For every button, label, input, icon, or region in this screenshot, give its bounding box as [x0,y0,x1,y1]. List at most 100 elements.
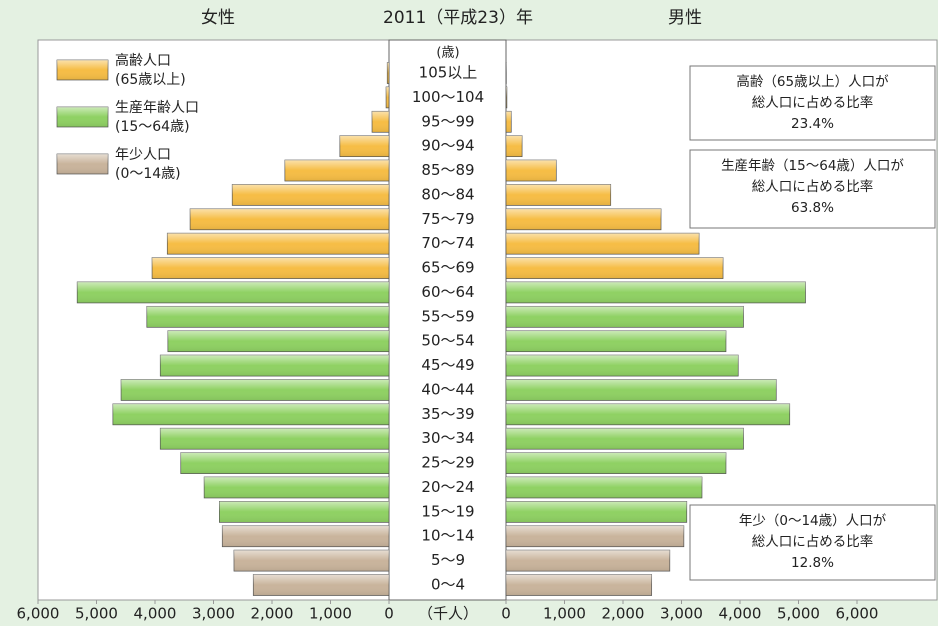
bar-shade [222,525,389,547]
bar-shade [506,135,523,157]
age-label: 25～29 [421,454,474,472]
x-tick-label: 4,000 [134,605,177,623]
bar-shade [506,428,744,450]
bar-shade [506,403,790,425]
bar-shade [180,452,389,474]
x-tick-label: 1,000 [309,605,352,623]
annotation-text: 総人口に占める比率 [752,94,874,111]
bar-shade [160,428,389,450]
bar-shade [506,208,662,230]
bar-shade [112,403,389,425]
bar-shade [152,257,389,279]
x-tick-label: 5,000 [75,605,118,623]
age-label: 15～19 [421,502,474,520]
bar-shade [77,281,389,303]
bar-shade [506,501,687,523]
age-label: 60～64 [421,283,474,301]
legend-name: 年少人口 [115,147,171,163]
age-label: 40～44 [421,380,474,398]
bar-shade [146,306,389,328]
x-tick-label: 0 [501,605,511,623]
x-tick-label: 2,000 [251,605,294,623]
bar-shade [506,86,507,108]
x-tick-label: 5,000 [777,605,820,623]
x-tick-label: 3,000 [660,605,703,623]
bar-shade [339,135,389,157]
bar-shade [506,379,777,401]
age-label: 35～39 [421,405,474,423]
bar-shade [372,111,389,133]
chart-title: 2011（平成23）年 [383,8,533,28]
age-label: 50～54 [421,332,474,350]
bar-shade [506,476,702,498]
age-label: 95～99 [421,112,474,130]
bar-shade [219,501,389,523]
bar-shade [506,160,557,182]
age-header: (歳) [436,46,459,61]
age-label: 65～69 [421,259,474,277]
bar-shade [506,355,739,377]
age-label: 85～89 [421,161,474,179]
x-tick-label: 6,000 [17,605,60,623]
legend-swatch-shade [57,60,108,80]
bar-shade [121,379,389,401]
bar-shade [506,184,611,206]
series-name: 男性 [668,8,702,28]
annotation-text: 総人口に占める比率 [752,533,874,550]
age-label: 30～34 [421,429,474,447]
bar-shade [167,330,389,352]
bar-shade [506,330,726,352]
age-label: 105以上 [419,64,478,82]
age-label: 100～104 [412,88,484,106]
annotation-text: 63.8% [791,200,834,216]
series-name: 女性 [201,8,235,28]
x-tick-label: 0 [384,605,394,623]
annotation-text: 12.8% [791,555,834,571]
annotation-text: 高齢（65歳以上）人口が [736,73,889,90]
bar-shade [506,281,806,303]
age-label: 5～9 [431,551,465,569]
legend-range: (0～14歳) [115,166,181,182]
legend-swatch-shade [57,107,108,127]
annotation-box [689,149,936,229]
annotation-box [689,65,936,141]
legend-swatch-shade [57,154,108,174]
annotation-box [689,504,936,581]
bar-shade [232,184,389,206]
bar-shade [506,233,700,255]
annotation-text: 生産年齢（15～64歳）人口が [721,158,904,174]
bar-shade [506,306,744,328]
age-label: 0～4 [431,576,465,594]
legend-range: (65歳以上) [115,72,186,88]
bar-shade [204,476,389,498]
x-tick-label: 6,000 [836,605,879,623]
age-label: 10～14 [421,527,474,545]
bar-shade [167,233,389,255]
unit-label: （千人） [418,605,478,623]
bar-shade [190,208,389,230]
annotation-text: 総人口に占める比率 [752,178,874,195]
x-tick-label: 3,000 [192,605,235,623]
bar-shade [387,62,389,84]
x-tick-label: 1,000 [543,605,586,623]
bar-shade [506,550,670,572]
age-label: 75～79 [421,210,474,228]
bar-shade [506,111,512,133]
annotation-text: 23.4% [791,116,834,132]
bar-shade [386,86,389,108]
bar-shade [253,574,389,596]
age-label: 80～84 [421,185,474,203]
x-tick-label: 4,000 [719,605,762,623]
legend-name: 高齢人口 [115,52,171,69]
age-column [388,39,507,601]
bar-shade [506,257,724,279]
legend-range: (15～64歳) [115,119,190,135]
x-tick-label: 2,000 [602,605,645,623]
bar-shade [506,574,652,596]
age-label: 90～94 [421,137,474,155]
bar-shade [284,160,389,182]
bar-shade [506,525,684,547]
bar-shade [506,452,726,474]
bar-shade [160,355,389,377]
